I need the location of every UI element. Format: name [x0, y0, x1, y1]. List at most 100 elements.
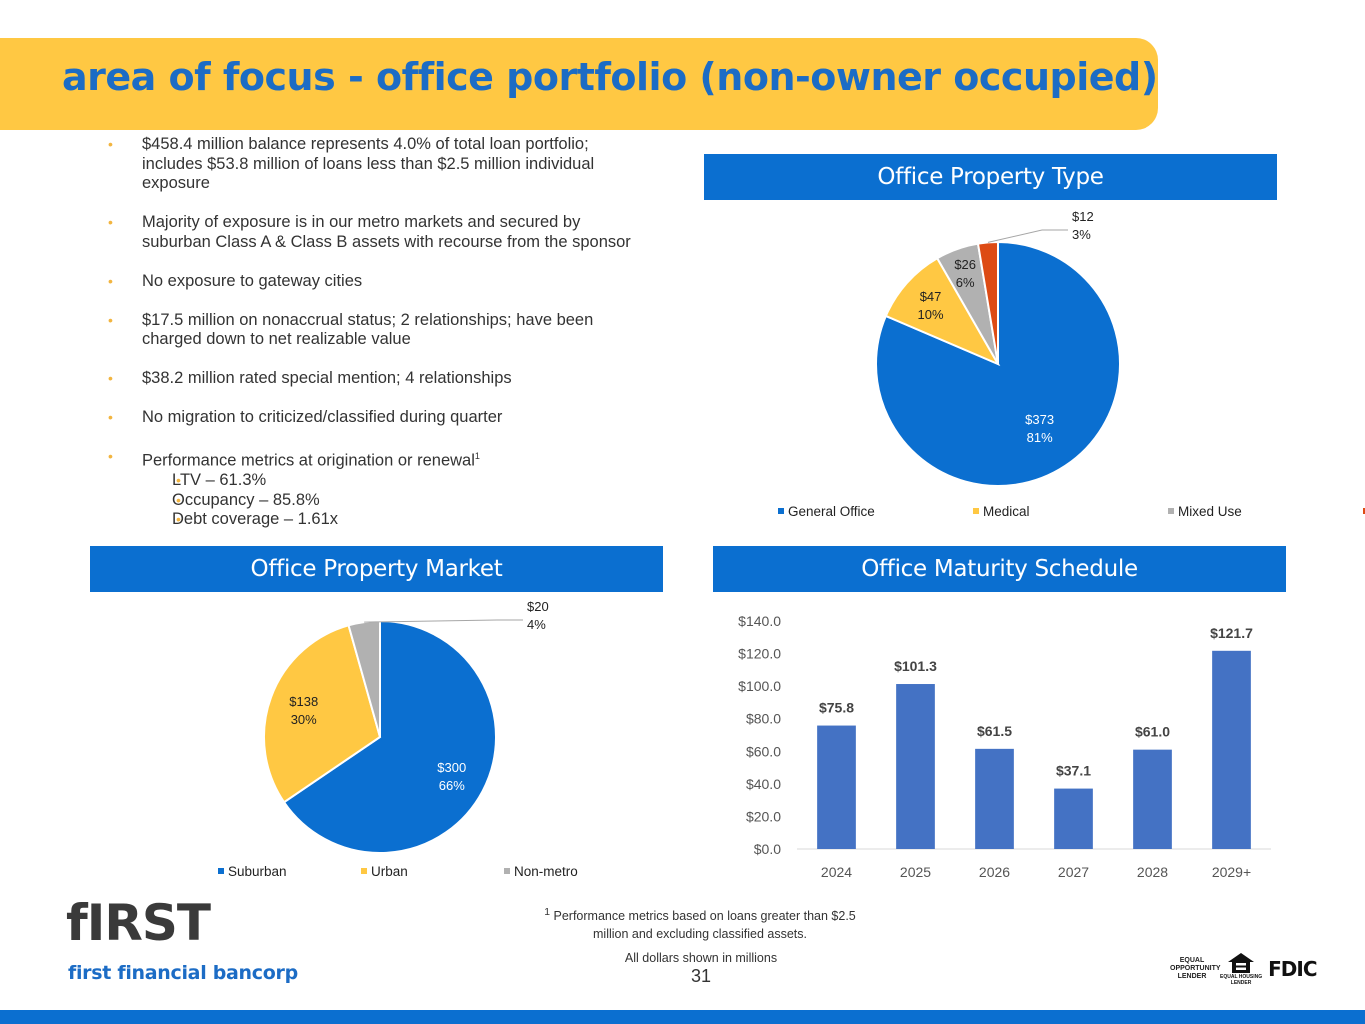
footnote-line-2: million and excluding classified assets.: [593, 927, 807, 942]
pie-slice-suburban: [282, 619, 497, 854]
y-tick-label: $140.0: [738, 613, 781, 629]
bullet-item: Majority of exposure is in our metro mar…: [104, 213, 644, 252]
data-label-percent: 6%: [956, 275, 975, 290]
equal-housing-icon: [1228, 953, 1255, 973]
equal-opportunity-lender-badge: EQUAL OPPORTUNITY LENDER: [1170, 957, 1221, 981]
legend-entry: Urban: [371, 864, 408, 879]
legend-entry: Non-metro: [514, 864, 578, 879]
data-label-percent: 30%: [291, 712, 317, 727]
pie-slice-other: [976, 240, 999, 365]
bar-2028: [1133, 749, 1172, 849]
data-label-value: $47: [920, 289, 942, 304]
y-tick-label: $100.0: [738, 678, 781, 694]
legend-entry: Suburban: [228, 864, 287, 879]
x-tick-label: 2025: [900, 864, 931, 880]
footnote-sup: 1: [544, 907, 551, 918]
data-label-value: $20: [527, 599, 549, 614]
bullet-item: $17.5 million on nonaccrual status; 2 re…: [104, 311, 644, 350]
compliance-badges: EQUAL OPPORTUNITY LENDER EQUAL HOUSING L…: [1170, 952, 1318, 986]
pie-chart-property-market: $300 66% $138 30% $20 4% Suburban Urban Non-metr…: [218, 599, 578, 879]
bar-2025: [896, 684, 935, 849]
logo-subtitle: first financial bancorp: [68, 962, 298, 984]
logo-wordmark: fIRST: [66, 894, 211, 952]
bar-data-label: $75.8: [819, 700, 854, 716]
y-tick-label: $80.0: [746, 711, 781, 727]
bullet-list: $458.4 million balance represents 4.0% o…: [104, 135, 644, 530]
x-tick-label: 2027: [1058, 864, 1089, 880]
y-tick-label: $60.0: [746, 743, 781, 759]
legend-entry: General Office: [788, 504, 875, 519]
bar-2029-plus: [1212, 650, 1251, 849]
fdic-logo: FDIC: [1268, 957, 1317, 981]
units-note: All dollars shown in millions: [624, 951, 778, 965]
y-tick-label: $40.0: [746, 776, 781, 792]
data-label-percent: 10%: [918, 307, 944, 322]
pie-slice-urban: [263, 624, 382, 804]
bullet-item: No exposure to gateway cities: [104, 272, 644, 292]
bullet-item: No migration to criticized/classified du…: [104, 408, 644, 428]
bar-2027: [1054, 788, 1093, 849]
data-label-value: $373: [1025, 412, 1054, 427]
bar-data-label: $37.1: [1056, 763, 1091, 779]
leader-line: [364, 619, 523, 623]
bar-data-label: $61.5: [977, 723, 1012, 739]
x-tick-label: 2024: [821, 864, 852, 880]
bar-2026: [975, 748, 1014, 849]
legend-entry: Mixed Use: [1178, 504, 1242, 519]
x-tick-label: 2026: [979, 864, 1010, 880]
data-label-value: $300: [437, 760, 466, 775]
legend-swatch: [218, 868, 224, 874]
pie-chart-property-type: $373 81% $47 10% $26 6% $12 3% General Office Med…: [778, 209, 1365, 519]
data-label-percent: 4%: [527, 617, 546, 632]
data-label-percent: 66%: [439, 778, 465, 793]
panel-header-maturity: Office Maturity Schedule: [713, 546, 1286, 592]
legend-swatch: [504, 868, 510, 874]
data-label-percent: 3%: [1072, 227, 1091, 242]
bullet-item: $38.2 million rated special mention; 4 r…: [104, 369, 644, 389]
pie-slice-non-metro: [347, 619, 381, 738]
bottom-bar: [0, 1010, 1365, 1024]
panel-header-property-market: Office Property Market: [90, 546, 663, 592]
y-tick-label: $120.0: [738, 646, 781, 662]
title-band: [0, 38, 1158, 130]
data-label-value: $26: [954, 257, 976, 272]
legend-swatch: [1363, 508, 1365, 514]
metrics-bullet: Performance metrics at origination or re…: [104, 447, 644, 471]
legend-swatch: [973, 508, 979, 514]
legend-swatch: [1168, 508, 1174, 514]
data-label-percent: 81%: [1027, 430, 1053, 445]
legend-swatch: [361, 868, 367, 874]
page-number: 31: [690, 966, 712, 986]
bar-2024: [817, 725, 856, 849]
legend-entry: Medical: [983, 504, 1030, 519]
y-tick-label: $20.0: [746, 808, 781, 824]
x-tick-label: 2029+: [1212, 864, 1251, 880]
badge-text: EQUAL HOUSING: [1220, 974, 1263, 980]
bar-data-label: $101.3: [894, 658, 937, 674]
panel-header-property-type: Office Property Type: [704, 154, 1277, 200]
data-label-value: $138: [289, 694, 318, 709]
metric-ltv: LTV – 61.3%: [172, 471, 644, 491]
bullet-item: $458.4 million balance represents 4.0% o…: [104, 135, 644, 194]
bar-chart-maturity: $0.0 $20.0 $40.0 $60.0 $80.0 $100.0 $120.0 $140…: [738, 613, 1271, 880]
data-label-value: $12: [1072, 209, 1094, 224]
badge-text: OPPORTUNITY: [1170, 965, 1221, 972]
footnote: 1 Performance metrics based on loans gre…: [520, 904, 880, 943]
metrics-heading: Performance metrics at origination or re…: [142, 451, 475, 470]
page-title: area of focus - office portfolio (non-ow…: [62, 55, 1158, 99]
bar-data-label: $61.0: [1135, 724, 1170, 740]
bar-data-label: $121.7: [1210, 625, 1253, 641]
badge-text: EQUAL: [1179, 957, 1205, 964]
equal-housing-lender-badge: EQUAL HOUSING LENDER: [1220, 952, 1262, 986]
x-tick-label: 2028: [1137, 864, 1168, 880]
y-tick-label: $0.0: [754, 841, 781, 857]
metric-debt-coverage: Debt coverage – 1.61x: [172, 510, 644, 530]
pie-slice-medical: [884, 256, 1001, 367]
badge-text: LENDER: [1230, 980, 1252, 986]
metric-occupancy: Occupancy – 85.8%: [172, 491, 644, 511]
badge-text: LENDER: [1177, 973, 1207, 980]
footnote-marker: 1: [474, 451, 480, 461]
legend-swatch: [778, 508, 784, 514]
leader-line: [987, 229, 1068, 243]
footnote-line-1: Performance metrics based on loans great…: [553, 909, 856, 924]
